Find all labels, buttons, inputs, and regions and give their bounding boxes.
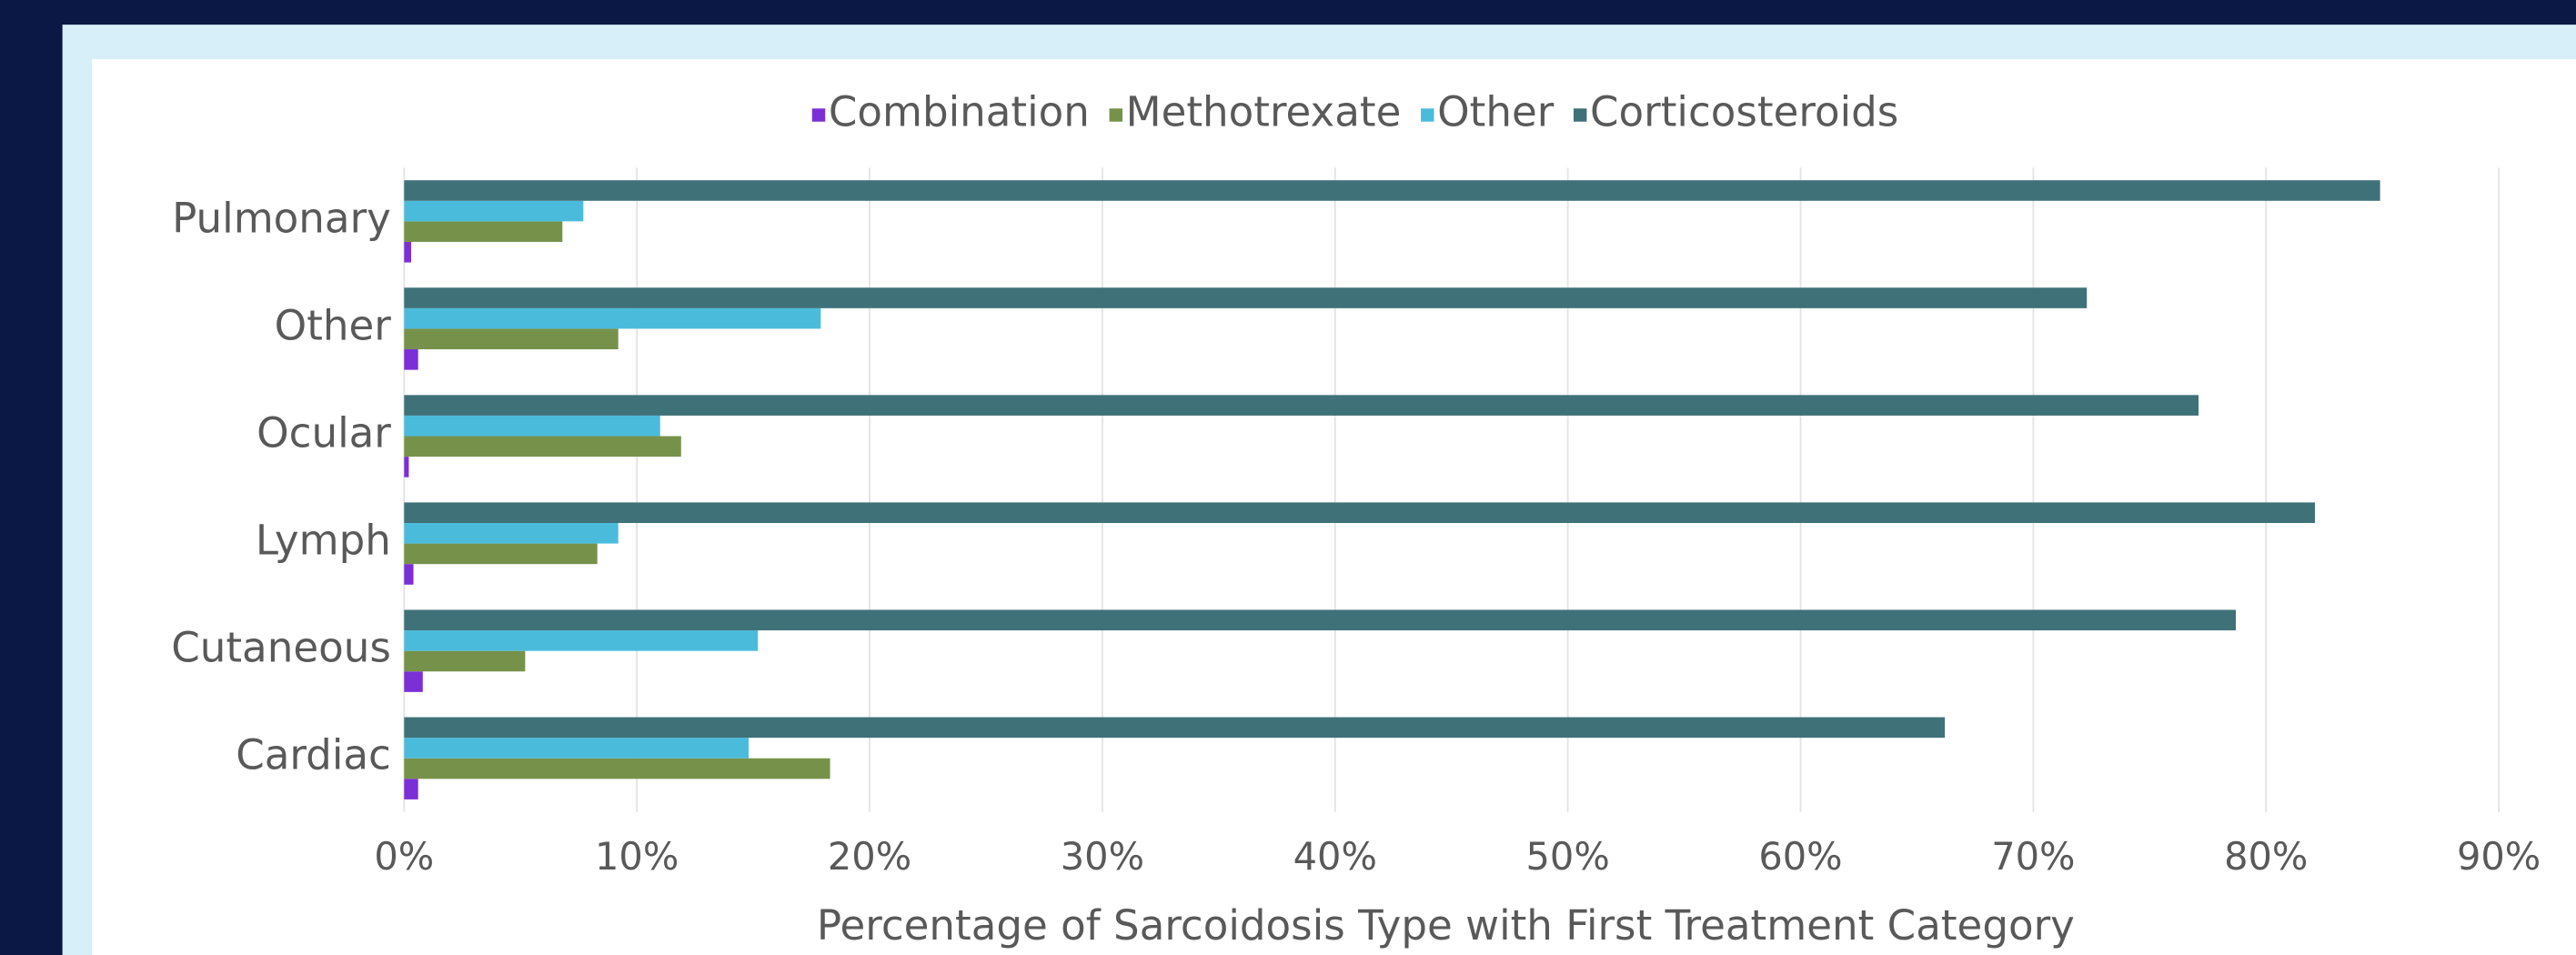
legend-label: Other [1437, 87, 1555, 136]
bar [404, 307, 821, 329]
bar [404, 630, 759, 651]
bar [404, 287, 2088, 308]
legend-label: Methotrexate [1126, 87, 1402, 136]
x-tick-label: 90% [2457, 834, 2541, 879]
bar [404, 221, 563, 242]
bar [404, 779, 418, 799]
x-tick-label: 70% [1991, 834, 2075, 879]
x-tick-label: 80% [2224, 834, 2308, 879]
x-tick-label: 60% [1758, 834, 1842, 879]
legend-label: Corticosteroids [1590, 87, 1898, 136]
x-axis-title: Percentage of Sarcoidosis Type with Firs… [817, 901, 2075, 950]
legend-marker [1109, 108, 1123, 122]
bar [404, 564, 414, 585]
bar [404, 200, 584, 222]
y-tick-label: Cardiac [236, 731, 391, 779]
bar [404, 502, 2315, 523]
bar [404, 717, 1946, 739]
bar [404, 436, 681, 457]
x-tick-label: 50% [1525, 834, 1609, 879]
y-tick-label: Lymph [256, 517, 391, 565]
bar [404, 349, 418, 370]
legend-marker [1421, 108, 1434, 122]
x-tick-label: 10% [595, 834, 679, 879]
bar [404, 395, 2199, 416]
bar [404, 758, 830, 779]
bar [404, 650, 526, 672]
bar [404, 241, 411, 263]
bar [404, 457, 409, 478]
x-tick-label: 30% [1061, 834, 1144, 879]
y-tick-label: Pulmonary [172, 194, 391, 242]
x-tick-label: 40% [1293, 834, 1377, 879]
bar [404, 415, 660, 437]
y-tick-label: Other [275, 301, 392, 349]
legend-marker [811, 108, 826, 122]
bar [404, 523, 619, 544]
bar [404, 543, 598, 565]
bar [404, 609, 2236, 631]
legend-label: Combination [829, 87, 1090, 136]
bar [404, 180, 2380, 201]
bar [404, 328, 619, 350]
bar [404, 671, 423, 692]
y-tick-label: Ocular [257, 409, 391, 457]
legend-marker [1573, 108, 1587, 122]
y-tick-label: Cutaneous [171, 624, 391, 672]
x-tick-label: 20% [828, 834, 911, 879]
bar [404, 738, 749, 759]
x-tick-label: 0% [374, 834, 434, 879]
